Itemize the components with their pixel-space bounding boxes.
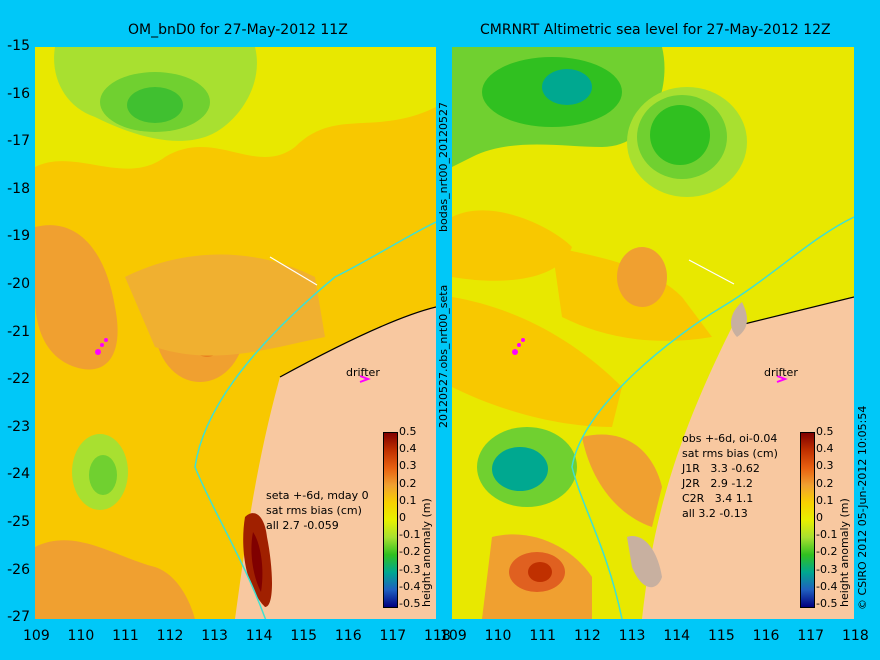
right-drifter-label: drifter bbox=[764, 366, 798, 379]
x-tick-label: 118 bbox=[424, 628, 451, 644]
x-tick-label: 113 bbox=[618, 628, 646, 644]
colorbar-tick-label: -0.5 bbox=[816, 597, 838, 610]
colorbar-tick-label: -0.1 bbox=[399, 528, 421, 542]
y-tick-label: -17 bbox=[7, 133, 30, 150]
left-map-panel: seta +-6d, mday 0 sat rms bias (cm) all … bbox=[35, 47, 436, 619]
y-tick-label: -15 bbox=[7, 38, 30, 54]
left-colorbar-title: height anomaly (m) bbox=[420, 498, 433, 607]
right-map-plot bbox=[452, 47, 854, 619]
x-tick-label: 118 bbox=[842, 628, 869, 644]
y-tick-label: -19 bbox=[7, 228, 30, 245]
y-tick-label: -21 bbox=[7, 323, 30, 340]
y-tick-label: -27 bbox=[7, 609, 30, 626]
x-tick-label: 117 bbox=[797, 628, 825, 644]
colorbar-tick-label: 0.2 bbox=[399, 476, 417, 490]
x-tick-label: 114 bbox=[245, 628, 273, 644]
colorbar-tick-label: 0.4 bbox=[816, 442, 834, 456]
right-stats-box: obs +-6d, oi-0.04 sat rms bias (cm) J1R … bbox=[682, 432, 778, 520]
left-drifter-label: drifter bbox=[346, 366, 380, 379]
x-tick-label: 112 bbox=[156, 628, 184, 644]
y-tick-label: -26 bbox=[7, 561, 30, 578]
colorbar-tick-label: 0 bbox=[399, 511, 406, 524]
x-tick-label: 117 bbox=[379, 628, 407, 644]
y-tick-label: -23 bbox=[7, 418, 30, 435]
y-tick-label: -16 bbox=[7, 85, 30, 102]
y-tick-label: -20 bbox=[7, 276, 30, 292]
colorbar-tick-label: 0.1 bbox=[816, 493, 834, 507]
colorbar-tick-label: 0.1 bbox=[399, 493, 417, 507]
y-tick-label: -18 bbox=[7, 180, 30, 197]
x-tick-label: 109 bbox=[440, 628, 467, 644]
drifter-marker bbox=[776, 375, 788, 383]
colorbar-tick-label: -0.4 bbox=[816, 579, 838, 593]
x-tick-label: 115 bbox=[708, 628, 735, 644]
right-colorbar-gradient bbox=[801, 433, 814, 607]
x-tick-label: 109 bbox=[23, 628, 50, 644]
run-id-label: bodas_nrt00_20120527 bbox=[437, 102, 450, 232]
colorbar-tick-label: -0.5 bbox=[399, 597, 421, 610]
ship-track-line bbox=[194, 221, 436, 619]
y-tick-label: -24 bbox=[7, 466, 30, 483]
x-tick-label: 116 bbox=[752, 628, 780, 644]
left-colorbar-gradient bbox=[384, 433, 397, 607]
x-tick-label: 112 bbox=[574, 628, 601, 644]
x-tick-label: 115 bbox=[290, 628, 318, 644]
ship-track-line bbox=[571, 216, 854, 619]
x-tick-label: 110 bbox=[67, 628, 95, 644]
colorbar-tick-label: -0.2 bbox=[816, 545, 838, 559]
y-tick-label: -22 bbox=[7, 371, 30, 388]
right-map-title: CMRNRT Altimetric sea level for 27-May-2… bbox=[480, 22, 831, 38]
drifter-cluster-marker bbox=[95, 349, 101, 355]
right-map-panel: obs +-6d, oi-0.04 sat rms bias (cm) J1R … bbox=[452, 47, 854, 619]
colorbar-tick-label: 0.5 bbox=[816, 425, 834, 438]
left-colorbar bbox=[383, 432, 398, 608]
colorbar-tick-label: 0.3 bbox=[399, 459, 417, 473]
right-colorbar-title: height anomaly (m) bbox=[838, 498, 851, 607]
colorbar-tick-label: -0.3 bbox=[399, 562, 421, 576]
x-tick-label: 116 bbox=[334, 628, 362, 644]
colorbar-tick-label: -0.3 bbox=[816, 562, 838, 576]
drifter-marker bbox=[359, 375, 371, 383]
colorbar-tick-label: -0.1 bbox=[816, 528, 838, 542]
colorbar-tick-label: -0.4 bbox=[399, 579, 421, 593]
obs-id-label: 20120527.obs_nrt00_seta bbox=[437, 284, 450, 428]
credit-label: © CSIRO 2012 05-Jun-2012 10:05:54 bbox=[856, 405, 869, 610]
x-tick-label: 111 bbox=[529, 628, 557, 644]
x-tick-label: 114 bbox=[663, 628, 691, 644]
x-tick-label: 110 bbox=[484, 628, 512, 644]
y-tick-label: -25 bbox=[7, 514, 30, 530]
colorbar-tick-label: 0.4 bbox=[399, 442, 417, 456]
left-colorbar-labels: 0.5 0.4 0.3 0.2 0.1 0 -0.1 -0.2 -0.3 -0.4 -0.5 bbox=[399, 425, 433, 610]
right-colorbar-labels: 0.5 0.4 0.3 0.2 0.1 0 -0.1 -0.2 -0.3 -0.4 -0.5 bbox=[816, 425, 850, 610]
left-map-plot bbox=[35, 47, 436, 619]
colorbar-tick-label: 0 bbox=[816, 511, 823, 524]
right-colorbar bbox=[800, 432, 815, 608]
x-tick-label: 111 bbox=[112, 628, 139, 644]
x-tick-label: 113 bbox=[201, 628, 228, 644]
colorbar-tick-label: 0.2 bbox=[816, 476, 834, 490]
colorbar-tick-label: 0.3 bbox=[816, 459, 834, 473]
colorbar-tick-label: 0.5 bbox=[399, 425, 417, 438]
left-stats-box: seta +-6d, mday 0 sat rms bias (cm) all … bbox=[266, 489, 369, 532]
colorbar-tick-label: -0.2 bbox=[399, 545, 421, 559]
left-map-title: OM_bnD0 for 27-May-2012 11Z bbox=[128, 22, 348, 38]
